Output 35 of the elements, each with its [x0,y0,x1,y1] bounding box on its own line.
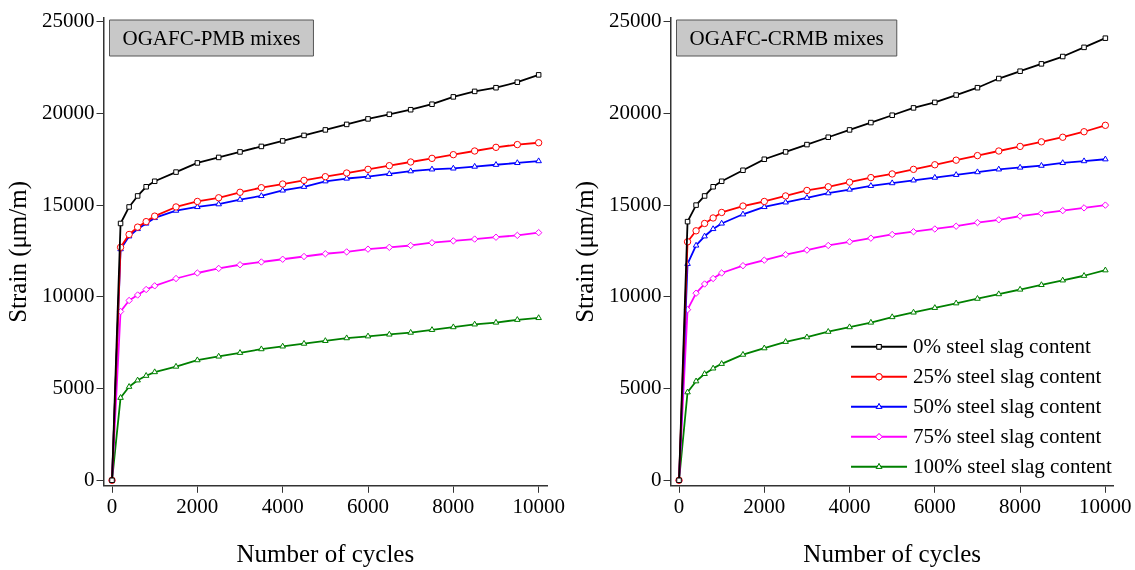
x-tick-label: 10000 [512,493,565,518]
x-tick-label: 4000 [828,493,871,518]
legend-label: 50% steel slag content [913,394,1102,419]
x-axis-title: Number of cycles [803,539,982,567]
y-tick-label: 20000 [42,99,95,124]
y-tick-label: 10000 [42,283,95,308]
y-tick-label: 10000 [609,283,662,308]
x-tick-label: 8000 [999,493,1042,518]
y-tick-label: 5000 [619,375,662,400]
y-tick-label: 25000 [42,8,95,33]
legend-label: 75% steel slag content [913,424,1102,449]
chart-title: OGAFC-PMB mixes [122,25,301,50]
y-tick-label: 15000 [609,191,662,216]
chart-title: OGAFC-CRMB mixes [689,25,884,50]
y-axis-title: Strain (μm/m) [3,180,32,323]
y-tick-label: 0 [651,466,662,491]
x-tick-label: 0 [673,493,685,518]
x-axis-title: Number of cycles [236,539,415,567]
legend-label: 100% steel slag content [913,454,1113,479]
y-axis-title: Strain (μm/m) [570,180,599,323]
legend-label: 25% steel slag content [913,364,1102,389]
x-tick-label: 0 [106,493,118,518]
y-tick-label: 20000 [609,99,662,124]
x-tick-label: 4000 [261,493,304,518]
y-tick-label: 15000 [42,191,95,216]
x-tick-label: 6000 [347,493,390,518]
x-tick-label: 8000 [432,493,475,518]
legend-label: 0% steel slag content [913,334,1092,359]
y-tick-label: 25000 [609,8,662,33]
x-tick-label: 6000 [913,493,956,518]
x-tick-label: 2000 [743,493,786,518]
y-tick-label: 0 [84,466,95,491]
x-tick-label: 2000 [176,493,219,518]
x-tick-label: 10000 [1079,493,1132,518]
y-tick-label: 5000 [52,375,95,400]
